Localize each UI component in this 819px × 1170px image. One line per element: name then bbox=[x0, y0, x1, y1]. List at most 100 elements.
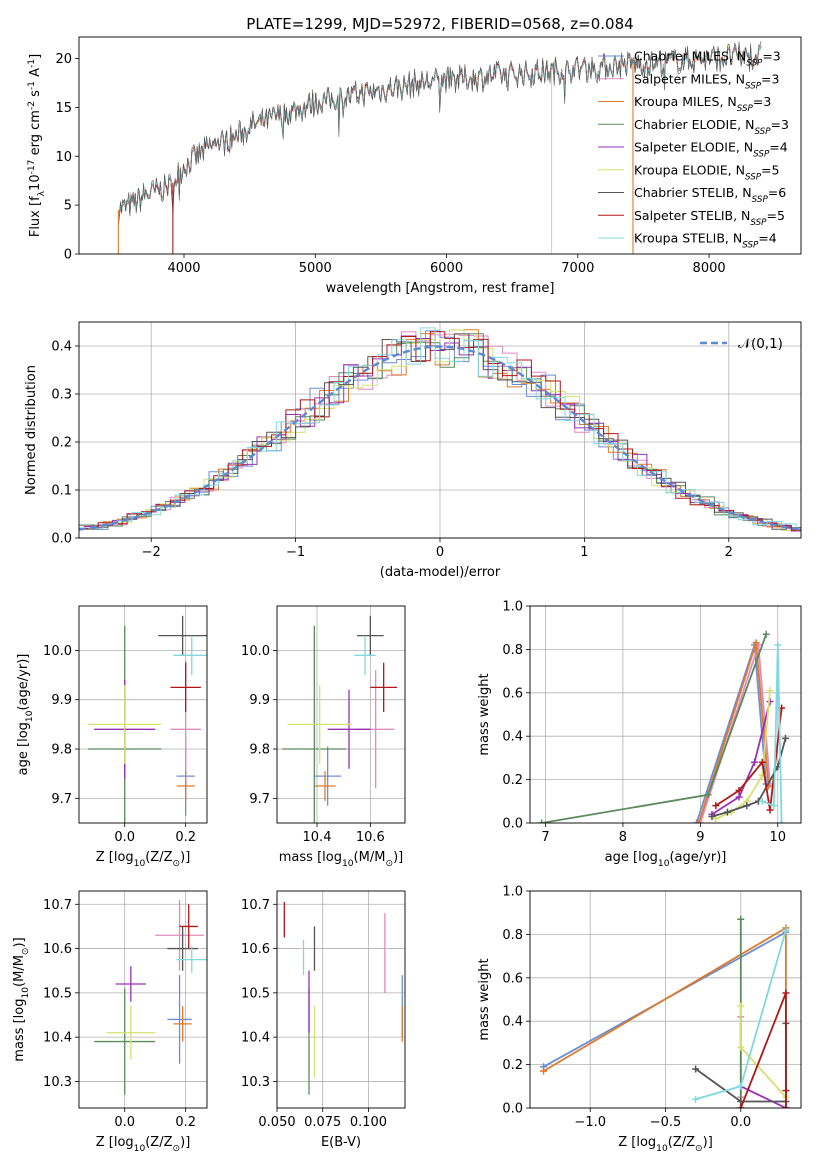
weight-marker bbox=[712, 802, 720, 810]
weight-line bbox=[699, 644, 771, 823]
normal-curve bbox=[79, 345, 801, 531]
weight-marker bbox=[737, 1043, 745, 1051]
x-tick-label: −1.0 bbox=[574, 1115, 606, 1130]
weight-marker bbox=[708, 812, 716, 820]
x-axis-label: mass [log10(M/M⊙)] bbox=[279, 850, 403, 869]
legend-entry: 𝒩(0,1) bbox=[738, 336, 783, 352]
y-tick-label: 10.6 bbox=[241, 942, 270, 957]
weight-marker bbox=[538, 819, 546, 823]
x-tick-label: 0.050 bbox=[258, 1115, 295, 1130]
axes-frame bbox=[78, 890, 208, 1109]
plot-area bbox=[88, 615, 207, 823]
mass-vs-z-axes: 0.0 0.2 10.3 10.4 10.5 10.6 10.7 Z [log10(Z/Z⊙)… bbox=[12, 890, 208, 1154]
x-tick-label: 4000 bbox=[167, 261, 200, 276]
y-tick-label: 0.2 bbox=[502, 1058, 523, 1073]
weight-marker bbox=[762, 630, 770, 638]
y-tick-label: 0.4 bbox=[51, 340, 72, 355]
y-tick-label: 0.0 bbox=[502, 1102, 523, 1117]
plot-area bbox=[538, 630, 790, 823]
weight-marker bbox=[743, 802, 751, 810]
weight-marker bbox=[752, 639, 760, 647]
spectrum-line bbox=[118, 41, 762, 227]
histogram-step bbox=[88, 327, 801, 530]
spectrum-axes: 4000 5000 6000 7000 8000 0 5 10 15 20 wavelength [… bbox=[27, 36, 802, 296]
y-tick-label: 10.0 bbox=[241, 644, 270, 659]
weight-marker bbox=[770, 802, 778, 810]
age-vs-z-axes: 0.0 0.2 9.7 9.8 9.9 10.0 Z [log10(Z/Z⊙)] age [l… bbox=[16, 605, 208, 869]
y-axis-label: age [log10(age/yr)] bbox=[16, 654, 35, 776]
weight-marker bbox=[735, 786, 743, 794]
y-tick-label: 10.4 bbox=[43, 1031, 72, 1046]
legend-entry: Chabrier MILES, NSSP=3 bbox=[634, 49, 781, 69]
weight-line bbox=[761, 645, 783, 823]
y-tick-label: 0.8 bbox=[502, 928, 523, 943]
x-tick-label: 0.0 bbox=[730, 1115, 751, 1130]
y-tick-label: 9.7 bbox=[51, 792, 72, 807]
x-tick-label: −1 bbox=[286, 545, 305, 560]
x-tick-label: 10.6 bbox=[356, 830, 385, 845]
y-tick-label: 0.2 bbox=[51, 436, 72, 451]
x-tick-label: −2 bbox=[142, 545, 161, 560]
y-tick-label: 0.4 bbox=[502, 1015, 523, 1030]
y-tick-label: 10.3 bbox=[241, 1075, 270, 1090]
legend-entry: Kroupa ELODIE, NSSP=5 bbox=[634, 162, 779, 182]
figure-title: PLATE=1299, MJD=52972, FIBERID=0568, z=0… bbox=[246, 15, 633, 33]
weight-marker bbox=[695, 819, 703, 823]
residual-axes: −2 −1 0 1 2 0.0 0.1 0.2 0.3 0.4 (data-model)/error… bbox=[24, 321, 802, 580]
y-tick-label: 10.4 bbox=[241, 1031, 270, 1046]
weight-marker bbox=[735, 793, 743, 801]
plot-area bbox=[282, 615, 397, 823]
weight-marker bbox=[704, 791, 712, 799]
axes-frame bbox=[78, 36, 802, 255]
weight-marker bbox=[766, 687, 774, 695]
y-tick-label: 10.5 bbox=[43, 986, 72, 1001]
x-tick-label: −0.5 bbox=[650, 1115, 682, 1130]
x-tick-label: 0.0 bbox=[114, 830, 135, 845]
weight-marker bbox=[692, 1065, 700, 1073]
y-tick-label: 0.4 bbox=[502, 730, 523, 745]
histogram-step bbox=[83, 331, 801, 531]
x-axis-label: Z [log10(Z/Z⊙)] bbox=[618, 1135, 713, 1154]
y-tick-label: 0.6 bbox=[502, 686, 523, 701]
weight-marker bbox=[766, 806, 774, 814]
x-tick-label: 0 bbox=[436, 545, 444, 560]
x-tick-label: 9 bbox=[696, 830, 704, 845]
y-axis-label: Flux [fλ10-17 erg cm-2 s-1 A-1] bbox=[27, 54, 47, 237]
y-tick-label: 0.3 bbox=[51, 388, 72, 403]
weight-vs-z-axes: −1.0 −0.5 0.0 0.0 0.2 0.4 0.6 0.8 1.0 Z [log10(Z/… bbox=[477, 885, 802, 1154]
legend-entry: Kroupa STELIB, NSSP=4 bbox=[634, 231, 777, 251]
x-tick-label: 5000 bbox=[299, 261, 332, 276]
y-axis-label: mass weight bbox=[477, 673, 492, 755]
y-tick-label: 9.8 bbox=[249, 743, 270, 758]
y-tick-label: 0.6 bbox=[502, 971, 523, 986]
y-tick-label: 10 bbox=[55, 150, 72, 165]
x-axis-label: E(B-V) bbox=[321, 1135, 361, 1150]
weight-marker bbox=[692, 1095, 700, 1103]
x-tick-label: 8000 bbox=[693, 261, 726, 276]
plot-area bbox=[79, 327, 801, 533]
y-tick-label: 10.3 bbox=[43, 1075, 72, 1090]
weight-line bbox=[711, 701, 771, 816]
y-axis-label: mass [log10(M/M⊙)] bbox=[12, 937, 31, 1061]
x-tick-label: 10 bbox=[769, 830, 786, 845]
x-tick-label: 0.075 bbox=[304, 1115, 341, 1130]
weight-marker bbox=[778, 819, 786, 823]
weight-marker bbox=[782, 989, 790, 997]
weight-marker bbox=[774, 641, 782, 649]
legend-entry: Kroupa MILES, NSSP=3 bbox=[634, 94, 771, 114]
weight-marker bbox=[782, 734, 790, 742]
weight-marker bbox=[692, 819, 700, 823]
y-tick-label: 10.7 bbox=[241, 898, 270, 913]
legend-entry: Salpeter ELODIE, NSSP=4 bbox=[634, 140, 788, 160]
plot-area bbox=[540, 915, 790, 1108]
x-tick-label: 6000 bbox=[430, 261, 463, 276]
y-tick-label: 0.8 bbox=[502, 643, 523, 658]
x-tick-label: 0.0 bbox=[114, 1115, 135, 1130]
weight-marker bbox=[737, 915, 745, 923]
weight-marker bbox=[737, 1002, 745, 1010]
weight-marker bbox=[737, 1082, 745, 1090]
x-axis-label: (data-model)/error bbox=[380, 565, 501, 580]
weight-marker bbox=[782, 1104, 790, 1108]
axes-frame bbox=[78, 605, 208, 824]
y-tick-label: 9.8 bbox=[51, 743, 72, 758]
